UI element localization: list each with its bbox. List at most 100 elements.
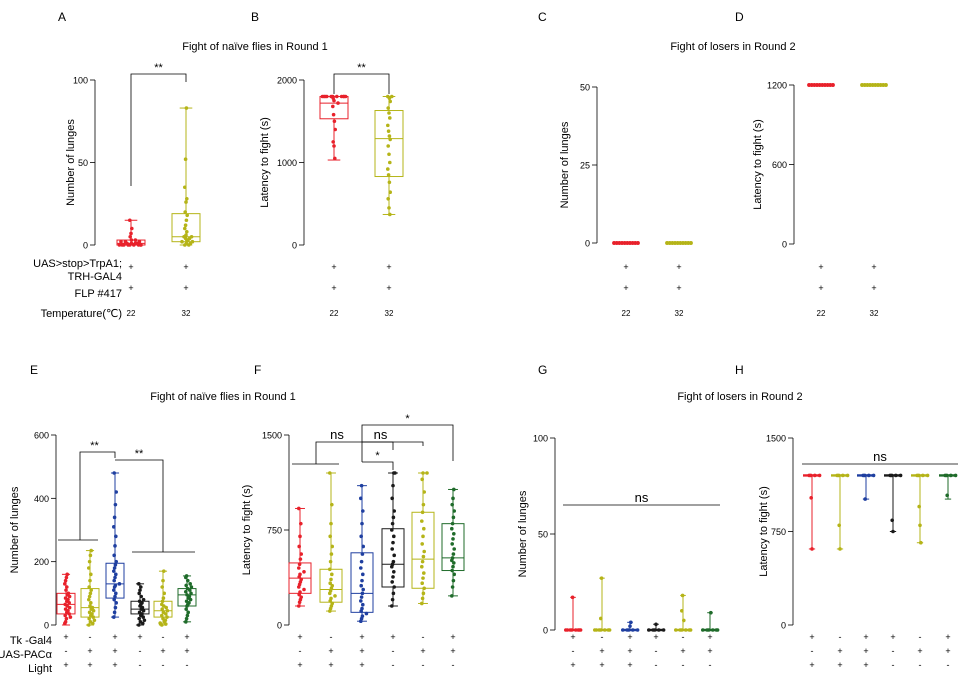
data-point-e-0-21 (63, 582, 67, 586)
data-point-e-4-19 (161, 578, 165, 583)
data-point-f-3-1 (390, 597, 395, 602)
data-point-e-5-12 (185, 593, 189, 597)
data-point-e-4-18 (160, 585, 164, 589)
data-point-f-2-10 (361, 587, 366, 592)
data-point-f-3-12 (391, 540, 395, 545)
data-point-f-5-17 (452, 509, 457, 513)
data-point-b-0-15 (331, 112, 336, 117)
genotype-sign-g-2-3: - (655, 660, 658, 670)
data-point-g-4-2 (678, 628, 682, 632)
genotype-sign-d-1-0: + (818, 283, 823, 293)
genotype-sign-f-2-2: + (359, 660, 364, 670)
data-point-f-3-14 (390, 528, 394, 532)
genotype-sign-e-0-2: + (112, 632, 117, 642)
data-point-e-2-17 (114, 559, 118, 564)
data-point-a-1-12 (184, 233, 188, 237)
data-point-e-2-14 (112, 569, 116, 573)
data-point-g-3-3 (661, 628, 666, 632)
y-tick-label-a-0: 0 (83, 241, 88, 251)
sig-label-a-0: ** (154, 62, 163, 74)
data-point-b-1-19 (387, 206, 391, 210)
data-point-f-4-1 (420, 596, 425, 601)
data-point-b-0-13 (336, 101, 340, 105)
data-point-b-1-17 (388, 190, 393, 194)
data-point-f-4-6 (422, 571, 426, 575)
genotype-sign-g-2-2: + (627, 660, 632, 670)
data-point-h-3-1 (894, 473, 898, 478)
data-point-h-4-5 (918, 523, 922, 528)
data-point-f-5-16 (451, 515, 456, 520)
data-point-g-5-5 (714, 628, 719, 632)
sig-bracket-f-4 (361, 424, 454, 461)
data-point-e-2-11 (112, 578, 116, 583)
data-point-e-0-18 (66, 591, 71, 596)
data-point-f-3-10 (392, 553, 397, 558)
data-point-f-5-1 (450, 585, 455, 589)
data-point-h-0-4 (809, 496, 813, 500)
sig-bracket-e-1 (79, 451, 116, 540)
category-label-b-0: 22 (330, 309, 339, 318)
category-label-a-1: 32 (182, 309, 191, 318)
data-point-f-2-12 (360, 578, 364, 583)
data-point-g-1-1 (603, 628, 607, 632)
data-point-h-3-3 (898, 473, 903, 478)
data-point-e-2-15 (112, 566, 117, 570)
data-point-h-0-2 (807, 473, 811, 478)
data-point-e-3-8 (137, 610, 142, 615)
data-point-b-1-13 (388, 160, 392, 165)
data-point-g-2-5 (628, 624, 632, 628)
category-label-b-1: 32 (385, 309, 394, 318)
data-point-f-2-20 (361, 509, 365, 513)
data-point-b-1-12 (387, 152, 391, 157)
data-point-e-5-1 (184, 616, 189, 621)
title-top-right: Fight of losers in Round 2 (670, 41, 795, 53)
data-point-e-1-14 (87, 597, 91, 602)
data-point-e-5-18 (184, 583, 188, 588)
genotype-sign-b-1-1: + (386, 283, 391, 293)
genotype-sign-e-2-0: + (63, 660, 68, 670)
genotype-sign-h-1-4: + (917, 646, 922, 656)
genotype-sign-a-0-1: + (183, 262, 188, 272)
data-point-e-0-2 (64, 616, 69, 621)
data-point-e-0-22 (63, 578, 68, 583)
data-point-f-5-3 (452, 572, 457, 577)
data-point-b-0-17 (333, 127, 338, 132)
genotype-sign-h-2-0: + (809, 660, 814, 670)
data-point-h-3-2 (888, 473, 892, 478)
data-point-f-0-18 (297, 544, 302, 549)
y-tick-label-a-2: 100 (73, 76, 88, 86)
genotype-sign-e-2-4: - (162, 660, 165, 670)
data-point-e-1-24 (89, 548, 93, 553)
genotype-sign-g-1-4: + (680, 646, 685, 656)
data-point-f-4-19 (421, 471, 425, 475)
data-point-e-4-5 (161, 616, 165, 621)
data-point-e-3-0 (137, 623, 141, 627)
data-point-a-0-6 (120, 243, 124, 247)
data-point-e-0-15 (63, 596, 68, 600)
data-point-f-0-14 (297, 566, 301, 570)
data-point-f-4-17 (422, 490, 427, 494)
genotype-sign-g-2-0: + (570, 660, 575, 670)
genotype-sign-g-0-3: + (653, 632, 658, 642)
genotype-sign-g-0-0: + (570, 632, 575, 642)
data-point-e-4-16 (161, 596, 166, 600)
data-point-e-4-2 (158, 621, 162, 625)
data-point-e-3-2 (138, 620, 143, 624)
row-label-trh-gal4: TRH-GAL4 (68, 271, 122, 283)
data-point-f-1-11 (328, 581, 333, 585)
data-point-f-2-6 (361, 602, 365, 607)
data-point-f-4-11 (420, 542, 425, 546)
data-point-e-0-4 (63, 613, 67, 618)
y-tick-label-h-0: 0 (781, 621, 786, 631)
data-point-e-5-4 (184, 607, 188, 611)
sig-label-h-0: ns (873, 449, 887, 464)
data-point-f-1-18 (328, 534, 333, 539)
data-point-f-1-20 (330, 502, 334, 507)
genotype-sign-g-0-2: + (627, 632, 632, 642)
genotype-sign-e-0-1: - (89, 632, 92, 642)
panel-letter-H: H (735, 363, 744, 377)
genotype-sign-f-0-2: + (359, 632, 364, 642)
data-point-f-0-21 (297, 506, 301, 511)
row-label-uas-trpa1: UAS>stop>TrpA1; (33, 258, 122, 270)
